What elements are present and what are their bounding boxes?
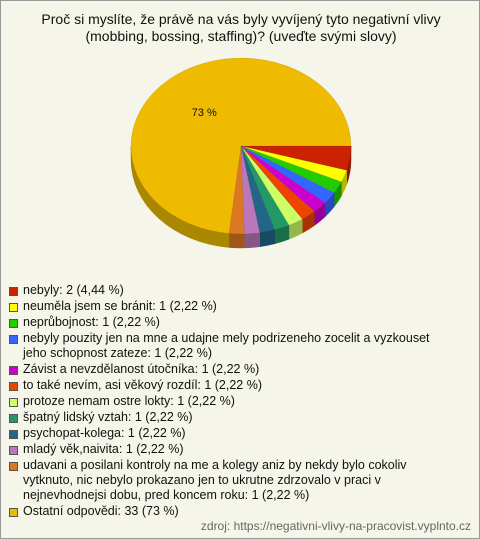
legend: nebyly: 2 (4,44 %) neuměla jsem se bránit… bbox=[9, 283, 454, 520]
legend-swatch bbox=[9, 382, 18, 391]
legend-swatch bbox=[9, 430, 18, 439]
legend-item: Závist a nevzdělanost útočníka: 1 (2,22 … bbox=[9, 362, 454, 377]
legend-swatch bbox=[9, 414, 18, 423]
legend-item: psychopat-kolega: 1 (2,22 %) bbox=[9, 426, 454, 441]
pie-area: 73 % bbox=[130, 57, 352, 249]
legend-swatch bbox=[9, 446, 18, 455]
legend-item: mladý věk,naivita: 1 (2,22 %) bbox=[9, 442, 454, 457]
slice-side bbox=[228, 233, 245, 249]
slice bbox=[240, 145, 315, 220]
legend-label: nebyly pouzity jen na mne a udajne mely … bbox=[23, 331, 430, 360]
legend-item: nebyly: 2 (4,44 %) bbox=[9, 283, 454, 298]
legend-item: neprůbojnost: 1 (2,22 %) bbox=[9, 315, 454, 330]
slice bbox=[240, 145, 290, 231]
slice bbox=[228, 145, 245, 235]
legend-swatch bbox=[9, 398, 18, 407]
legend-swatch bbox=[9, 335, 18, 344]
chart-title: Proč si myslíte, že právě na vás byly vy… bbox=[41, 11, 441, 44]
legend-label: Závist a nevzdělanost útočníka: 1 (2,22 … bbox=[23, 362, 260, 376]
legend-swatch bbox=[9, 319, 18, 328]
legend-label: udavani a posilani kontroly na me a kole… bbox=[23, 458, 407, 502]
legend-item: protoze nemam ostre lokty: 1 (2,22 %) bbox=[9, 394, 454, 409]
legend-label: mladý věk,naivita: 1 (2,22 %) bbox=[23, 442, 184, 456]
slice bbox=[240, 145, 348, 183]
source: zdroj: https://negativni-vlivy-na-pracov… bbox=[200, 519, 471, 533]
slice bbox=[240, 145, 275, 233]
legend-label: neuměla jsem se bránit: 1 (2,22 %) bbox=[23, 299, 217, 313]
legend-label: psychopat-kolega: 1 (2,22 %) bbox=[23, 426, 186, 440]
legend-swatch bbox=[9, 366, 18, 375]
legend-swatch bbox=[9, 287, 18, 296]
slice bbox=[130, 57, 352, 234]
legend-item: nebyly pouzity jen na mne a udajne mely … bbox=[9, 331, 454, 361]
legend-swatch bbox=[9, 303, 18, 312]
legend-item: Ostatní odpovědi: 33 (73 %) bbox=[9, 504, 454, 519]
legend-item: špatný lidský vztah: 1 (2,22 %) bbox=[9, 410, 454, 425]
legend-label: nebyly: 2 (4,44 %) bbox=[23, 283, 124, 297]
legend-item: to také nevím, asi věkový rozdíl: 1 (2,2… bbox=[9, 378, 454, 393]
legend-label: neprůbojnost: 1 (2,22 %) bbox=[23, 315, 160, 329]
legend-item: neuměla jsem se bránit: 1 (2,22 %) bbox=[9, 299, 454, 314]
legend-swatch bbox=[9, 508, 18, 517]
legend-label: protoze nemam ostre lokty: 1 (2,22 %) bbox=[23, 394, 235, 408]
slice bbox=[240, 145, 303, 226]
slice bbox=[240, 145, 335, 204]
slice bbox=[240, 145, 352, 171]
legend-label: Ostatní odpovědi: 33 (73 %) bbox=[23, 504, 179, 518]
legend-item: udavani a posilani kontroly na me a kole… bbox=[9, 458, 454, 503]
value-label: 73 % bbox=[192, 107, 217, 119]
slice bbox=[240, 145, 326, 212]
legend-label: to také nevím, asi věkový rozdíl: 1 (2,2… bbox=[23, 378, 262, 392]
slice-side bbox=[244, 232, 260, 249]
slice bbox=[240, 145, 342, 194]
legend-swatch bbox=[9, 462, 18, 471]
slice bbox=[240, 145, 261, 235]
legend-label: špatný lidský vztah: 1 (2,22 %) bbox=[23, 410, 193, 424]
